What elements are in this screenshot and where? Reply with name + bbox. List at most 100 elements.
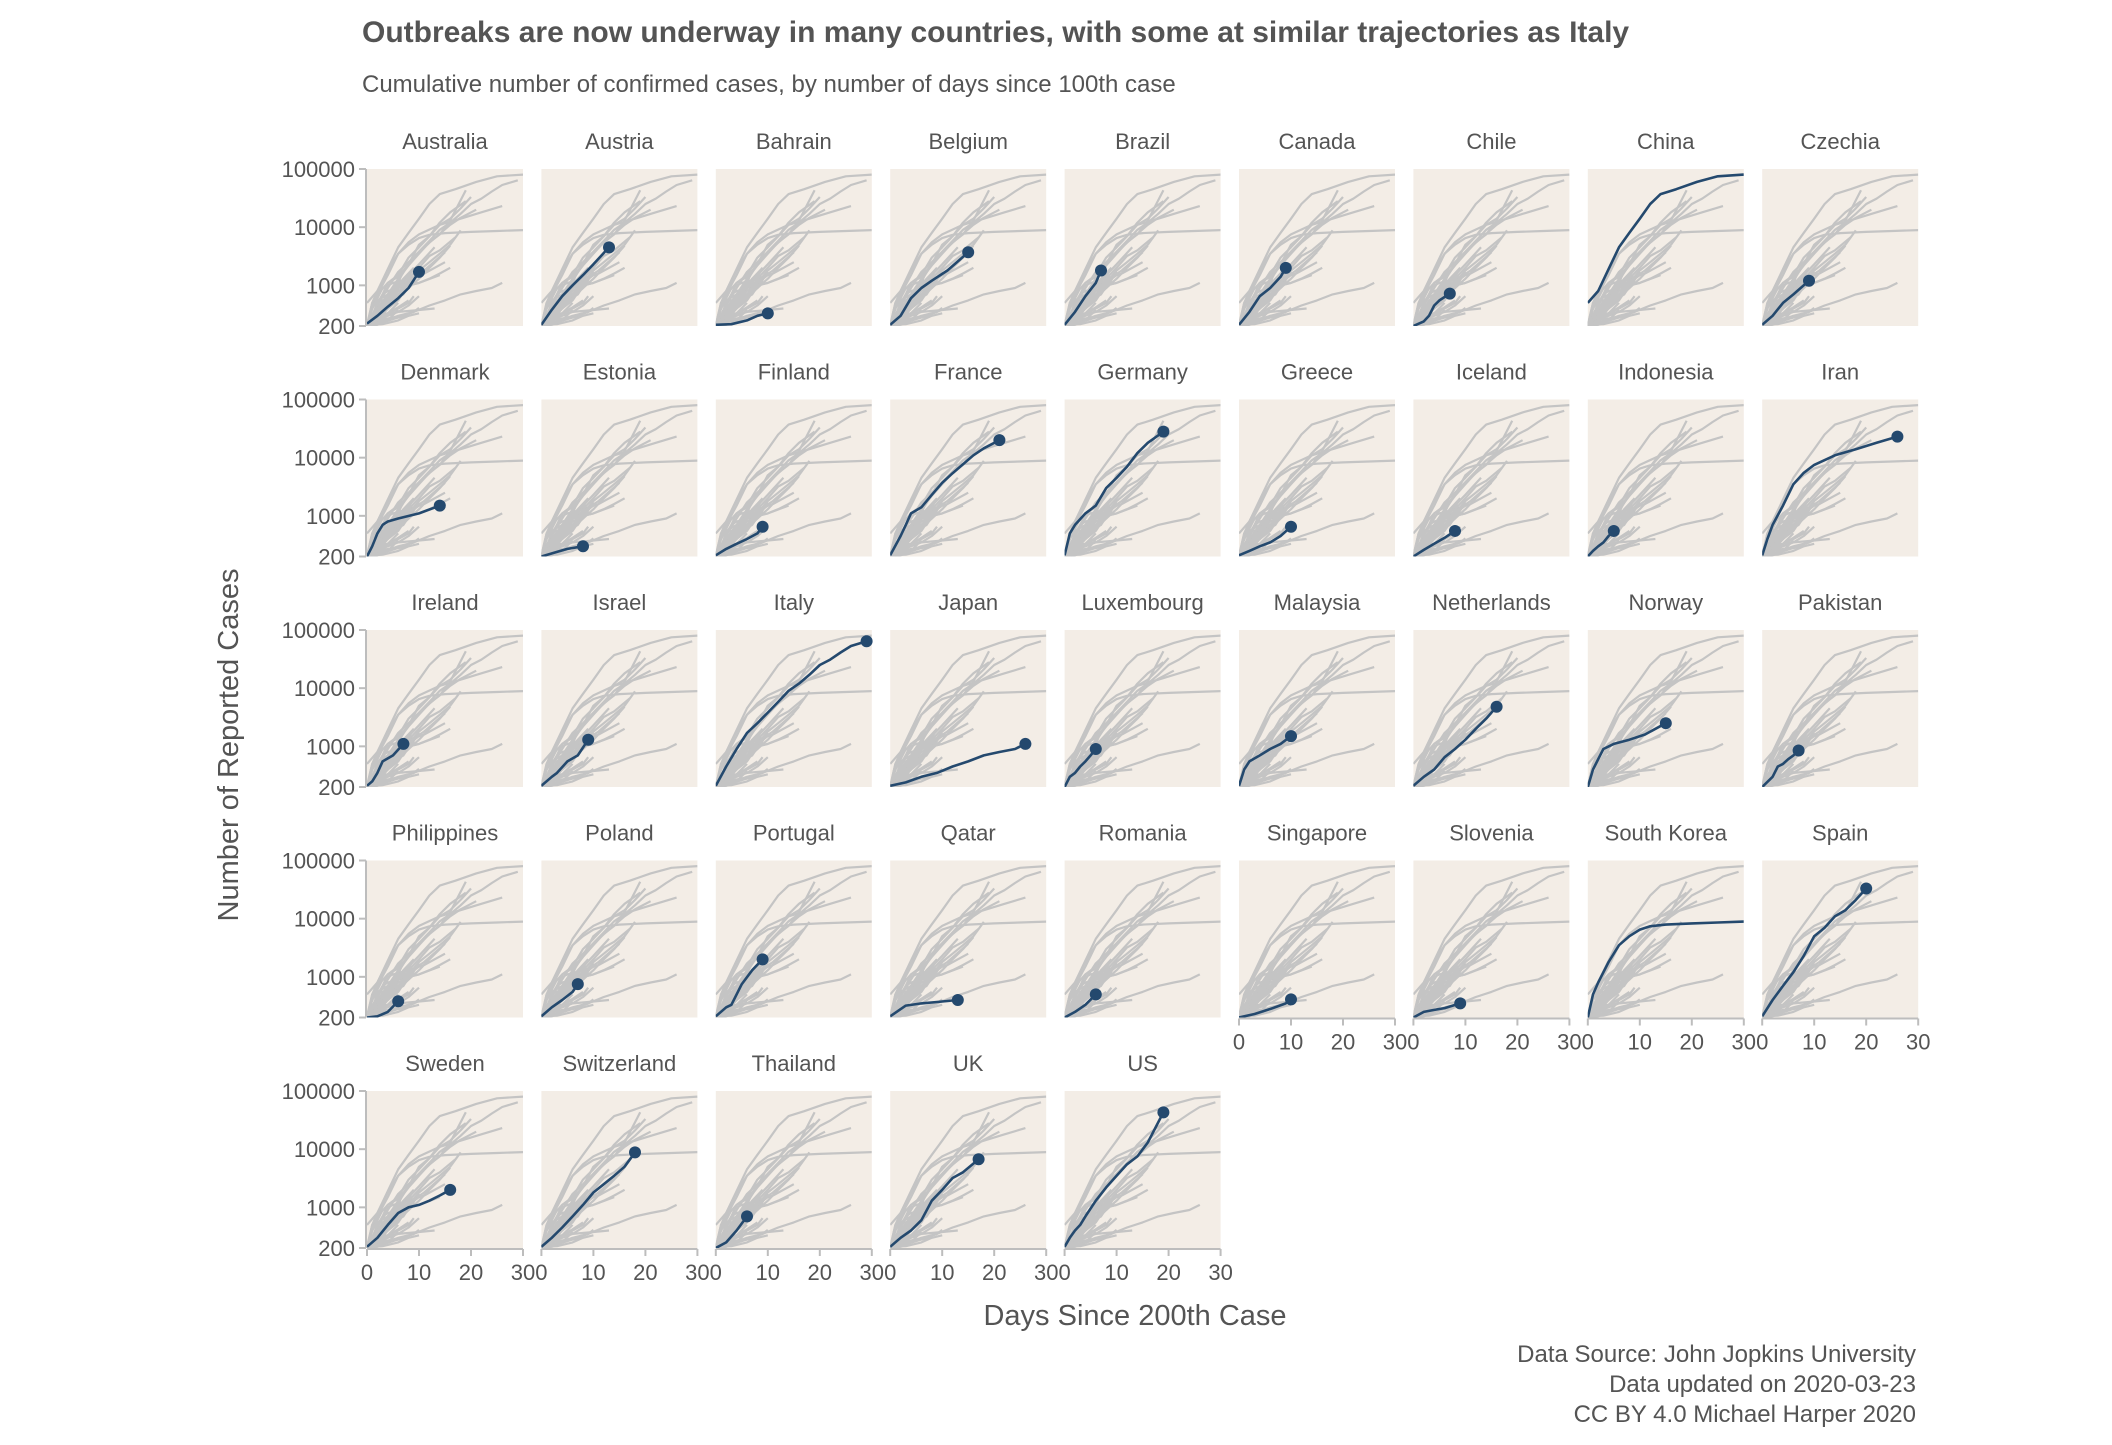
background-series-line bbox=[541, 1229, 610, 1248]
panel-series bbox=[890, 173, 1047, 326]
background-series-line bbox=[890, 690, 985, 787]
x-tick-label: 0 bbox=[1058, 1260, 1070, 1285]
endpoint-point bbox=[1089, 988, 1102, 1001]
highlight-series-line bbox=[1064, 1111, 1165, 1248]
panel-series bbox=[1587, 865, 1744, 1018]
background-series-line bbox=[367, 1151, 523, 1248]
background-series-line bbox=[1239, 307, 1307, 326]
background-series-line bbox=[1587, 491, 1667, 557]
background-series-line bbox=[1064, 307, 1133, 326]
x-tick-label: 10 bbox=[1628, 1030, 1652, 1055]
facet-title: Germany bbox=[1097, 360, 1187, 385]
x-tick-label: 20 bbox=[459, 1260, 483, 1285]
endpoint-point bbox=[433, 499, 446, 512]
background-series-line bbox=[367, 927, 457, 1018]
background-series-line bbox=[367, 666, 503, 787]
highlight-series-line bbox=[715, 1215, 749, 1248]
background-series-line bbox=[1064, 205, 1201, 326]
highlight-series-line bbox=[1587, 529, 1615, 557]
background-series-line bbox=[1762, 952, 1841, 1018]
background-series-line bbox=[367, 205, 503, 326]
background-series-line bbox=[1587, 998, 1656, 1018]
background-series-line bbox=[1587, 236, 1677, 326]
highlight-series-line bbox=[1064, 430, 1165, 556]
background-series-line bbox=[1239, 435, 1375, 556]
facet-title: Italy bbox=[774, 590, 814, 615]
x-tick-label: 10 bbox=[581, 1260, 605, 1285]
background-series-line bbox=[367, 952, 446, 1018]
panel-series bbox=[1064, 634, 1221, 787]
background-series-line bbox=[715, 1127, 852, 1248]
background-series-line bbox=[1239, 952, 1318, 1018]
background-series-line bbox=[715, 466, 805, 557]
y-tick-label: 200 bbox=[318, 775, 355, 800]
facet-panel: Austria bbox=[541, 129, 698, 326]
background-series-line bbox=[367, 690, 523, 787]
background-series-line bbox=[541, 229, 698, 326]
background-series-line bbox=[890, 1111, 990, 1248]
facet-panel: Brazil bbox=[1064, 129, 1221, 326]
background-series-line bbox=[1413, 307, 1482, 326]
background-series-line bbox=[1587, 229, 1683, 326]
background-series-line bbox=[715, 768, 784, 787]
background-series-line bbox=[1587, 459, 1744, 557]
background-series-line bbox=[541, 985, 574, 1018]
panel-series bbox=[1239, 404, 1395, 557]
background-series-line bbox=[1413, 460, 1508, 557]
endpoint-point bbox=[951, 993, 964, 1006]
caption-line: CC BY 4.0 Michael Harper 2020 bbox=[1574, 1401, 1916, 1428]
background-series-line bbox=[1413, 435, 1549, 556]
y-tick-label: 1000 bbox=[306, 1195, 355, 1220]
background-series-line bbox=[1762, 537, 1830, 557]
background-series-line bbox=[890, 189, 990, 326]
background-series-line bbox=[367, 1111, 467, 1248]
highlight-series-line bbox=[890, 439, 1000, 556]
background-series-line bbox=[715, 459, 872, 557]
background-series-line bbox=[890, 466, 980, 557]
x-tick-label: 10 bbox=[756, 1260, 780, 1285]
background-series-line bbox=[1239, 189, 1339, 326]
background-series-line bbox=[1762, 921, 1857, 1018]
background-series-line bbox=[1413, 420, 1514, 556]
facet-title: Japan bbox=[938, 590, 998, 615]
background-series-line bbox=[715, 205, 852, 326]
facet-panel: Malaysia bbox=[1239, 590, 1395, 787]
y-tick-label: 200 bbox=[318, 545, 355, 570]
x-tick-label: 10 bbox=[1104, 1260, 1128, 1285]
endpoint-point bbox=[1095, 264, 1107, 277]
background-series-line bbox=[1064, 1158, 1154, 1248]
endpoint-point bbox=[962, 246, 975, 259]
facet-title: Czechia bbox=[1800, 129, 1880, 154]
facet-title: Poland bbox=[585, 821, 654, 846]
background-series-line bbox=[1762, 459, 1919, 557]
background-series-line bbox=[1064, 524, 1097, 557]
background-series-line bbox=[541, 768, 610, 787]
endpoint-point bbox=[1490, 700, 1503, 713]
background-series-line bbox=[1413, 236, 1503, 326]
endpoint-point bbox=[756, 953, 769, 966]
background-series-line bbox=[1587, 537, 1656, 557]
background-series-line bbox=[890, 896, 1026, 1017]
background-series-line bbox=[1413, 459, 1570, 557]
panel-series bbox=[1413, 404, 1570, 557]
background-series-line bbox=[1587, 650, 1688, 787]
endpoint-point bbox=[1285, 520, 1297, 533]
highlight-series-line bbox=[367, 743, 405, 787]
background-series-line bbox=[1239, 261, 1318, 326]
facet-title: Portugal bbox=[753, 821, 835, 846]
y-tick-label: 1000 bbox=[306, 273, 355, 298]
background-series-line bbox=[715, 690, 872, 787]
background-series-line bbox=[715, 229, 872, 326]
facet-title: Bahrain bbox=[756, 129, 832, 154]
background-series-line bbox=[1239, 205, 1375, 326]
background-series-line bbox=[1413, 666, 1549, 787]
background-series-line bbox=[541, 690, 698, 787]
background-series-line bbox=[1064, 460, 1160, 557]
background-series-line bbox=[890, 650, 990, 787]
panel-series bbox=[367, 173, 523, 326]
background-series-line bbox=[1239, 229, 1334, 326]
highlight-series-line bbox=[541, 1151, 637, 1248]
endpoint-point bbox=[1607, 524, 1620, 537]
background-series-line bbox=[367, 985, 400, 1018]
endpoint-point bbox=[629, 1146, 641, 1159]
